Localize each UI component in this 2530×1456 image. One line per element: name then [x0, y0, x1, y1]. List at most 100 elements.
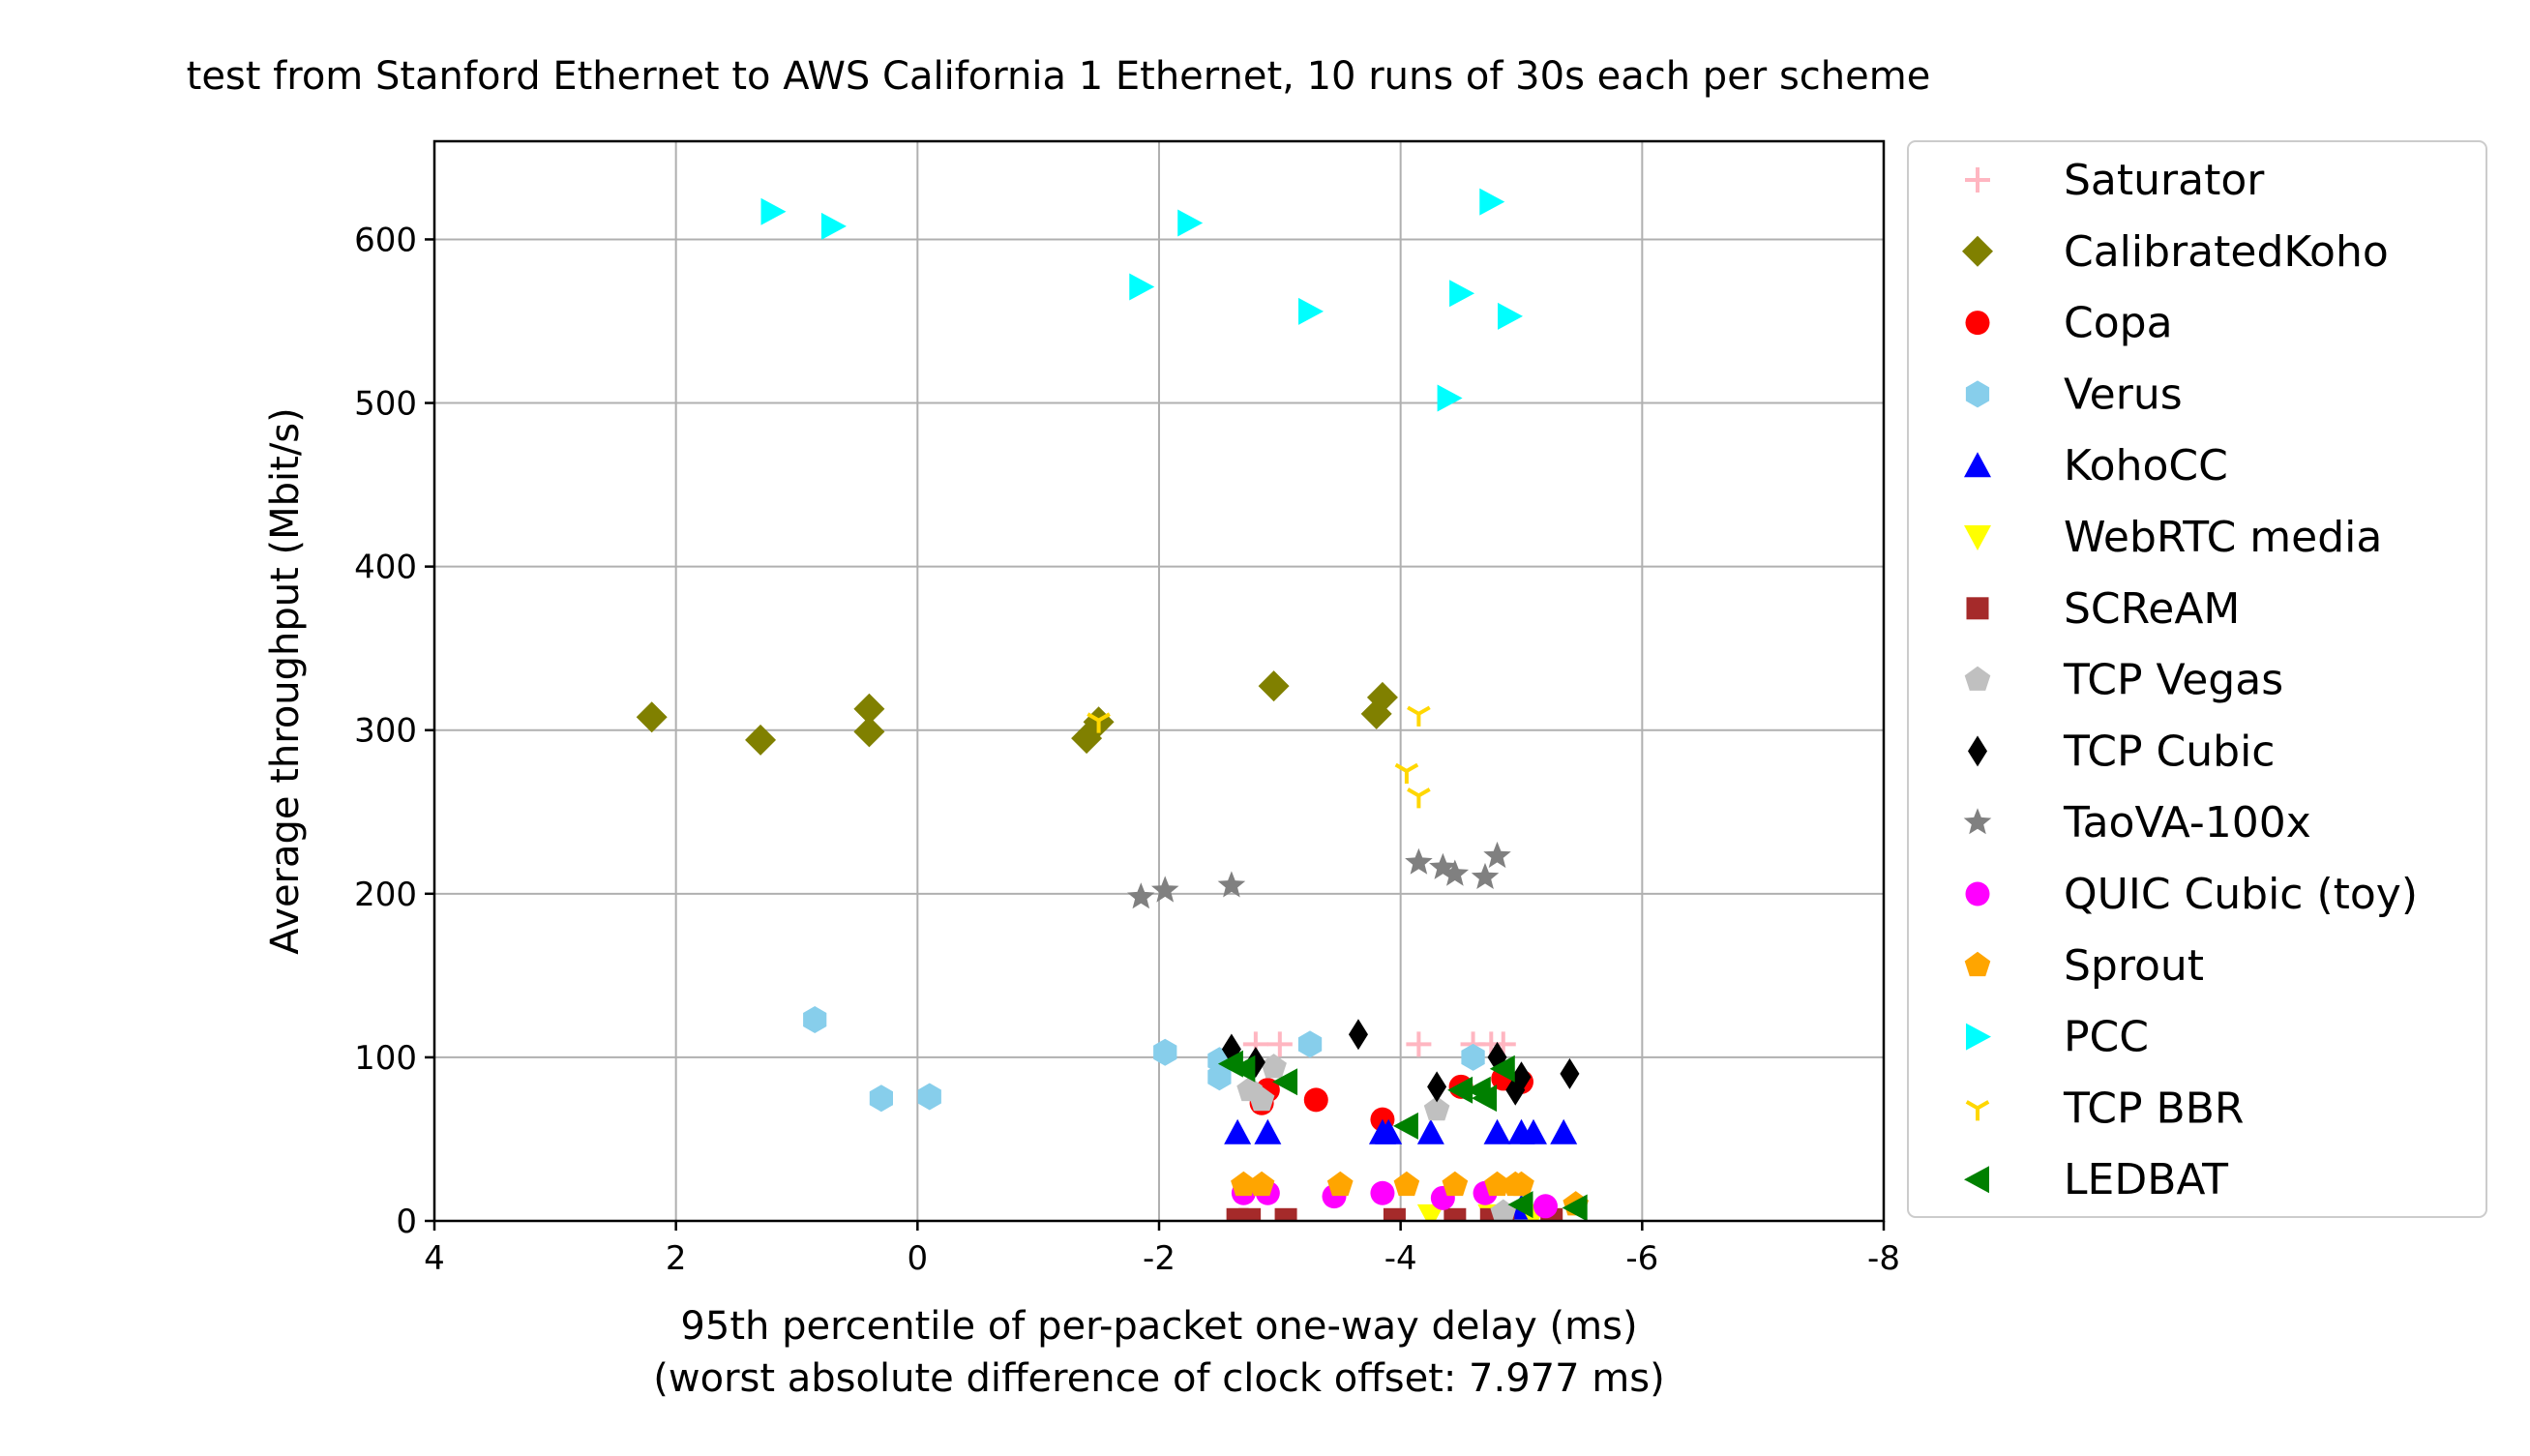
point-tcp-cubic [1511, 1061, 1532, 1093]
point-tcp-vegas [1248, 1085, 1275, 1112]
point-quic-cubic-toy [1533, 1194, 1558, 1219]
x-tick-label: 0 [908, 1239, 929, 1278]
point-ledbat [1272, 1068, 1298, 1096]
point-pcc [1177, 209, 1204, 237]
legend-entries: Saturator CalibratedKoho Copa Verus KohoCC We… [1962, 156, 2418, 1204]
point-pcc [1498, 302, 1524, 330]
chart-title: test from Stanford Ethernet to AWS Calif… [187, 54, 1931, 99]
legend-label: TCP Vegas [2063, 656, 2283, 705]
legend-entry-webrtc-media: WebRTC media [1964, 513, 2382, 562]
data-points [636, 188, 1589, 1221]
legend-label: TCP BBR [2063, 1084, 2244, 1133]
legend-marker-tcp-cubic [1968, 735, 1987, 767]
point-tcp-bbr [1086, 712, 1111, 733]
point-scream [1274, 1207, 1297, 1221]
x-tick-label: -8 [1867, 1239, 1900, 1278]
x-tick-label: -4 [1384, 1239, 1417, 1278]
point-calibratedkoho [745, 724, 777, 756]
y-tick-label: 100 [354, 1039, 417, 1078]
legend-entry-scream: SCReAM [1966, 584, 2240, 634]
point-calibratedkoho [853, 716, 885, 748]
legend-marker-tcp-bbr [1965, 1100, 1990, 1121]
series-taova-100x [1127, 841, 1511, 909]
legend-label: Sprout [2064, 941, 2204, 991]
x-tick-label: -6 [1625, 1239, 1658, 1278]
legend-label: Copa [2064, 299, 2173, 348]
legend-entry-verus: Verus [1965, 370, 2183, 419]
point-kohocc [1254, 1118, 1282, 1144]
point-pcc [1298, 297, 1325, 325]
point-kohocc [1519, 1118, 1547, 1144]
point-ledbat [1230, 1055, 1256, 1083]
point-tcp-bbr [1407, 787, 1431, 809]
legend: Saturator CalibratedKoho Copa Verus KohoCC We… [1907, 140, 2487, 1218]
point-taova-100x [1405, 847, 1433, 875]
point-kohocc [1483, 1118, 1511, 1144]
point-sprout [1248, 1171, 1275, 1197]
legend-entry-taova-100x: TaoVA-100x [1963, 798, 2311, 847]
point-scream [1444, 1207, 1467, 1221]
legend-marker-pcc [1966, 1023, 1991, 1051]
point-pcc [820, 212, 847, 240]
point-ledbat [1472, 1085, 1498, 1113]
legend-marker-kohocc [1964, 452, 1991, 478]
y-tick-label: 300 [354, 712, 417, 751]
legend-entry-quic-cubic-toy: QUIC Cubic (toy) [1965, 870, 2418, 919]
point-pcc [1449, 280, 1475, 308]
point-tcp-cubic [1348, 1019, 1368, 1051]
series-tcp-cubic [1221, 1019, 1580, 1106]
point-sprout [1508, 1171, 1534, 1197]
point-scream [1238, 1207, 1262, 1221]
legend-label: PCC [2064, 1013, 2149, 1062]
x-tick-label: 2 [666, 1239, 687, 1278]
point-ledbat [1562, 1194, 1588, 1221]
series-pcc [760, 188, 1524, 412]
series-tcp-bbr [1086, 705, 1431, 809]
legend-label: TCP Cubic [2063, 727, 2276, 776]
point-tcp-bbr [1394, 762, 1419, 784]
point-calibratedkoho [1366, 681, 1398, 713]
point-kohocc [1224, 1118, 1252, 1144]
point-tcp-vegas [1423, 1096, 1450, 1121]
x-tick-label: 4 [424, 1239, 445, 1278]
legend-box [1907, 140, 2487, 1218]
legend-label: KohoCC [2064, 441, 2228, 490]
point-sprout [1326, 1171, 1354, 1197]
point-verus [917, 1083, 941, 1111]
point-tcp-cubic [1427, 1071, 1447, 1103]
legend-label: Saturator [2064, 156, 2265, 205]
series-tcp-vegas [1236, 1054, 1517, 1221]
point-scream [1383, 1207, 1406, 1221]
y-tick-label: 200 [354, 876, 417, 914]
legend-marker-calibratedkoho [1962, 235, 1993, 267]
point-saturator [1266, 1031, 1293, 1057]
legend-entry-kohocc: KohoCC [1964, 441, 2228, 490]
x-tick-label: -2 [1143, 1239, 1176, 1278]
point-taova-100x [1483, 841, 1511, 869]
legend-marker-ledbat [1964, 1166, 1989, 1194]
series-calibratedkoho [636, 670, 1398, 756]
point-sprout [1442, 1171, 1469, 1197]
point-saturator [1406, 1031, 1432, 1057]
legend-label: WebRTC media [2064, 513, 2382, 562]
y-axis-label: Average throughput (Mbit/s) [263, 407, 308, 955]
point-ledbat [1447, 1076, 1473, 1104]
legend-marker-taova-100x [1963, 808, 1992, 835]
point-kohocc [1416, 1118, 1444, 1144]
point-ledbat [1507, 1191, 1533, 1219]
legend-entry-ledbat: LEDBAT [1964, 1155, 2228, 1204]
legend-entry-tcp-bbr: TCP BBR [1965, 1084, 2244, 1133]
point-pcc [1479, 188, 1505, 216]
point-pcc [1437, 384, 1463, 412]
point-taova-100x [1217, 871, 1246, 898]
point-calibratedkoho [1258, 670, 1290, 702]
point-verus [1297, 1030, 1323, 1058]
point-tcp-cubic [1560, 1057, 1580, 1089]
legend-marker-copa [1965, 311, 1990, 336]
x-axis-label: 95th percentile of per-packet one-way de… [680, 1304, 1637, 1349]
point-taova-100x [1429, 852, 1457, 879]
legend-marker-saturator [1965, 167, 1990, 193]
point-taova-100x [1127, 882, 1155, 909]
point-calibratedkoho [636, 701, 668, 733]
y-tick-label: 600 [354, 221, 417, 259]
